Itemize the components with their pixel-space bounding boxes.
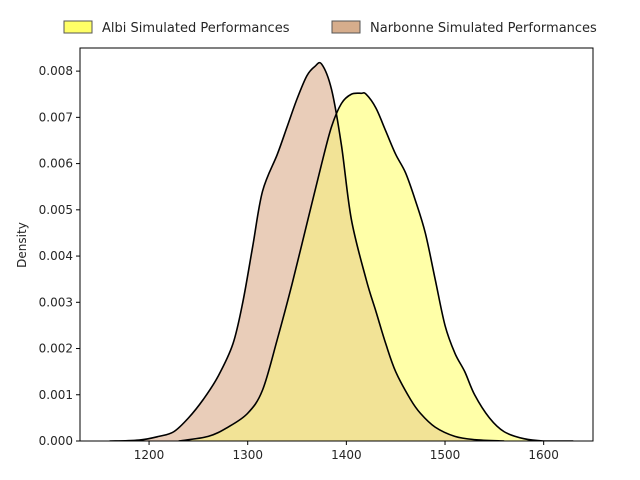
y-tick-label: 0.008 — [39, 64, 73, 78]
x-tick-label: 1600 — [528, 448, 559, 462]
plot-frame — [79, 47, 594, 442]
y-tick-label: 0.007 — [39, 110, 73, 124]
series-line-narbonne — [109, 61, 505, 441]
series-line-albi — [178, 92, 574, 441]
y-tick-label: 0.004 — [39, 249, 73, 263]
x-tick-label: 1400 — [331, 448, 362, 462]
x-tick-label: 1300 — [232, 448, 263, 462]
y-axis: 0.000 0.001 0.002 0.003 0.004 0.005 0.006 0.007… — [39, 64, 80, 448]
legend: Albi Simulated Performances Narbonne Sim… — [63, 20, 597, 36]
legend-swatch-albi — [63, 20, 93, 34]
y-tick-label: 0.001 — [39, 388, 73, 402]
legend-label-narbonne: Narbonne Simulated Performances — [370, 21, 597, 36]
x-tick-label: 1500 — [430, 448, 461, 462]
legend-swatch-narbonne — [331, 20, 361, 34]
series-overlap-fill — [178, 92, 505, 441]
y-tick-label: 0.005 — [39, 203, 73, 217]
y-tick-label: 0.003 — [39, 295, 73, 309]
y-tick-label: 0.000 — [39, 434, 73, 448]
y-tick-label: 0.002 — [39, 342, 73, 356]
y-tick-label: 0.006 — [39, 157, 73, 171]
x-axis: 1200 1300 1400 1500 1600 — [134, 441, 559, 462]
plot-area — [79, 47, 594, 442]
x-tick-label: 1200 — [134, 448, 165, 462]
legend-label-albi: Albi Simulated Performances — [102, 21, 290, 36]
y-axis-label: Density — [15, 222, 29, 268]
